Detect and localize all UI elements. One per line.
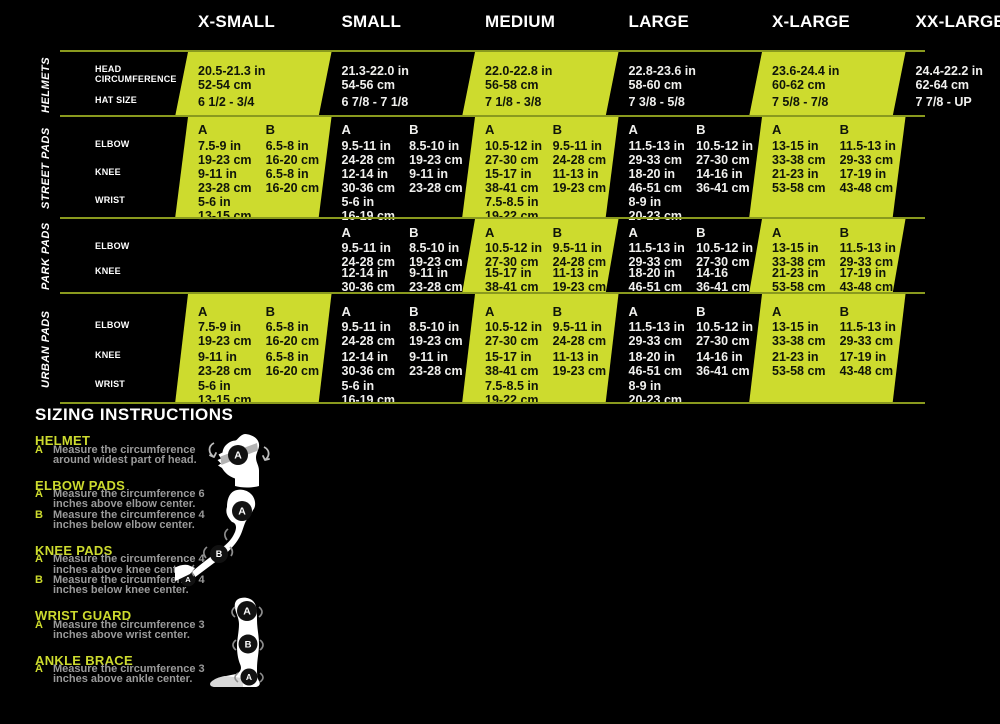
svg-text:A: A xyxy=(185,575,191,584)
svg-text:A: A xyxy=(246,672,252,682)
svg-text:A: A xyxy=(243,606,251,618)
svg-text:A: A xyxy=(238,506,246,518)
svg-text:A: A xyxy=(234,450,242,462)
svg-text:B: B xyxy=(216,549,223,559)
svg-text:B: B xyxy=(245,639,252,650)
